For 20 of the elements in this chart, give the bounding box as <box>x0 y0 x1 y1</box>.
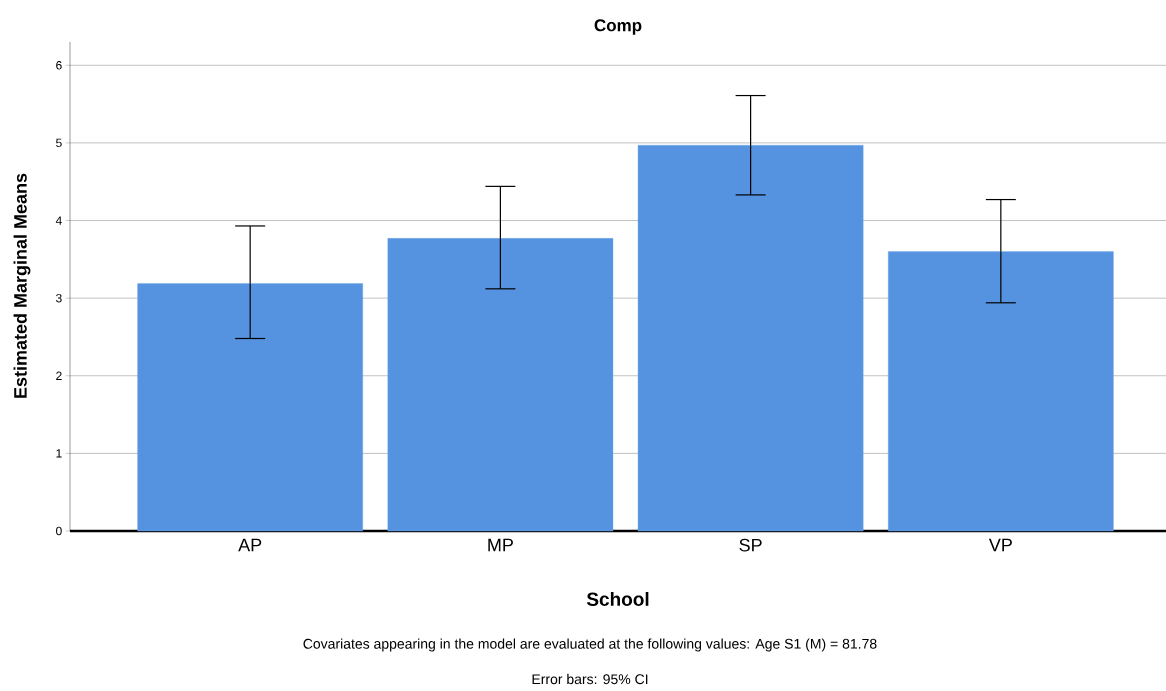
chart-title: Comp <box>594 19 642 35</box>
x-tick-label: VP <box>988 538 1012 552</box>
y-tick-label: 2 <box>56 371 62 380</box>
x-axis-title: School <box>586 592 649 606</box>
y-tick-label: 3 <box>56 293 62 303</box>
x-tick-label: MP <box>488 538 513 552</box>
y-axis-title: Estimated Marginal Means <box>13 173 31 398</box>
text: Covariates appearing in the model are evaluated at the following values: Age S1 (M) = 81.78 <box>303 638 877 652</box>
x-tick-label: SP <box>739 538 762 552</box>
y-tick-label: 6 <box>56 61 62 70</box>
bar <box>637 145 864 532</box>
bar <box>137 283 363 532</box>
text: Error bars: 95% CI <box>532 673 648 685</box>
bar <box>387 238 614 532</box>
x-tick-label: AP <box>238 538 262 552</box>
y-tick-label: 1 <box>56 449 62 458</box>
y-tick-label: 0 <box>56 526 62 536</box>
y-tick-label: 5 <box>56 138 62 148</box>
bar <box>888 251 1114 532</box>
y-tick-label: 4 <box>55 216 62 225</box>
